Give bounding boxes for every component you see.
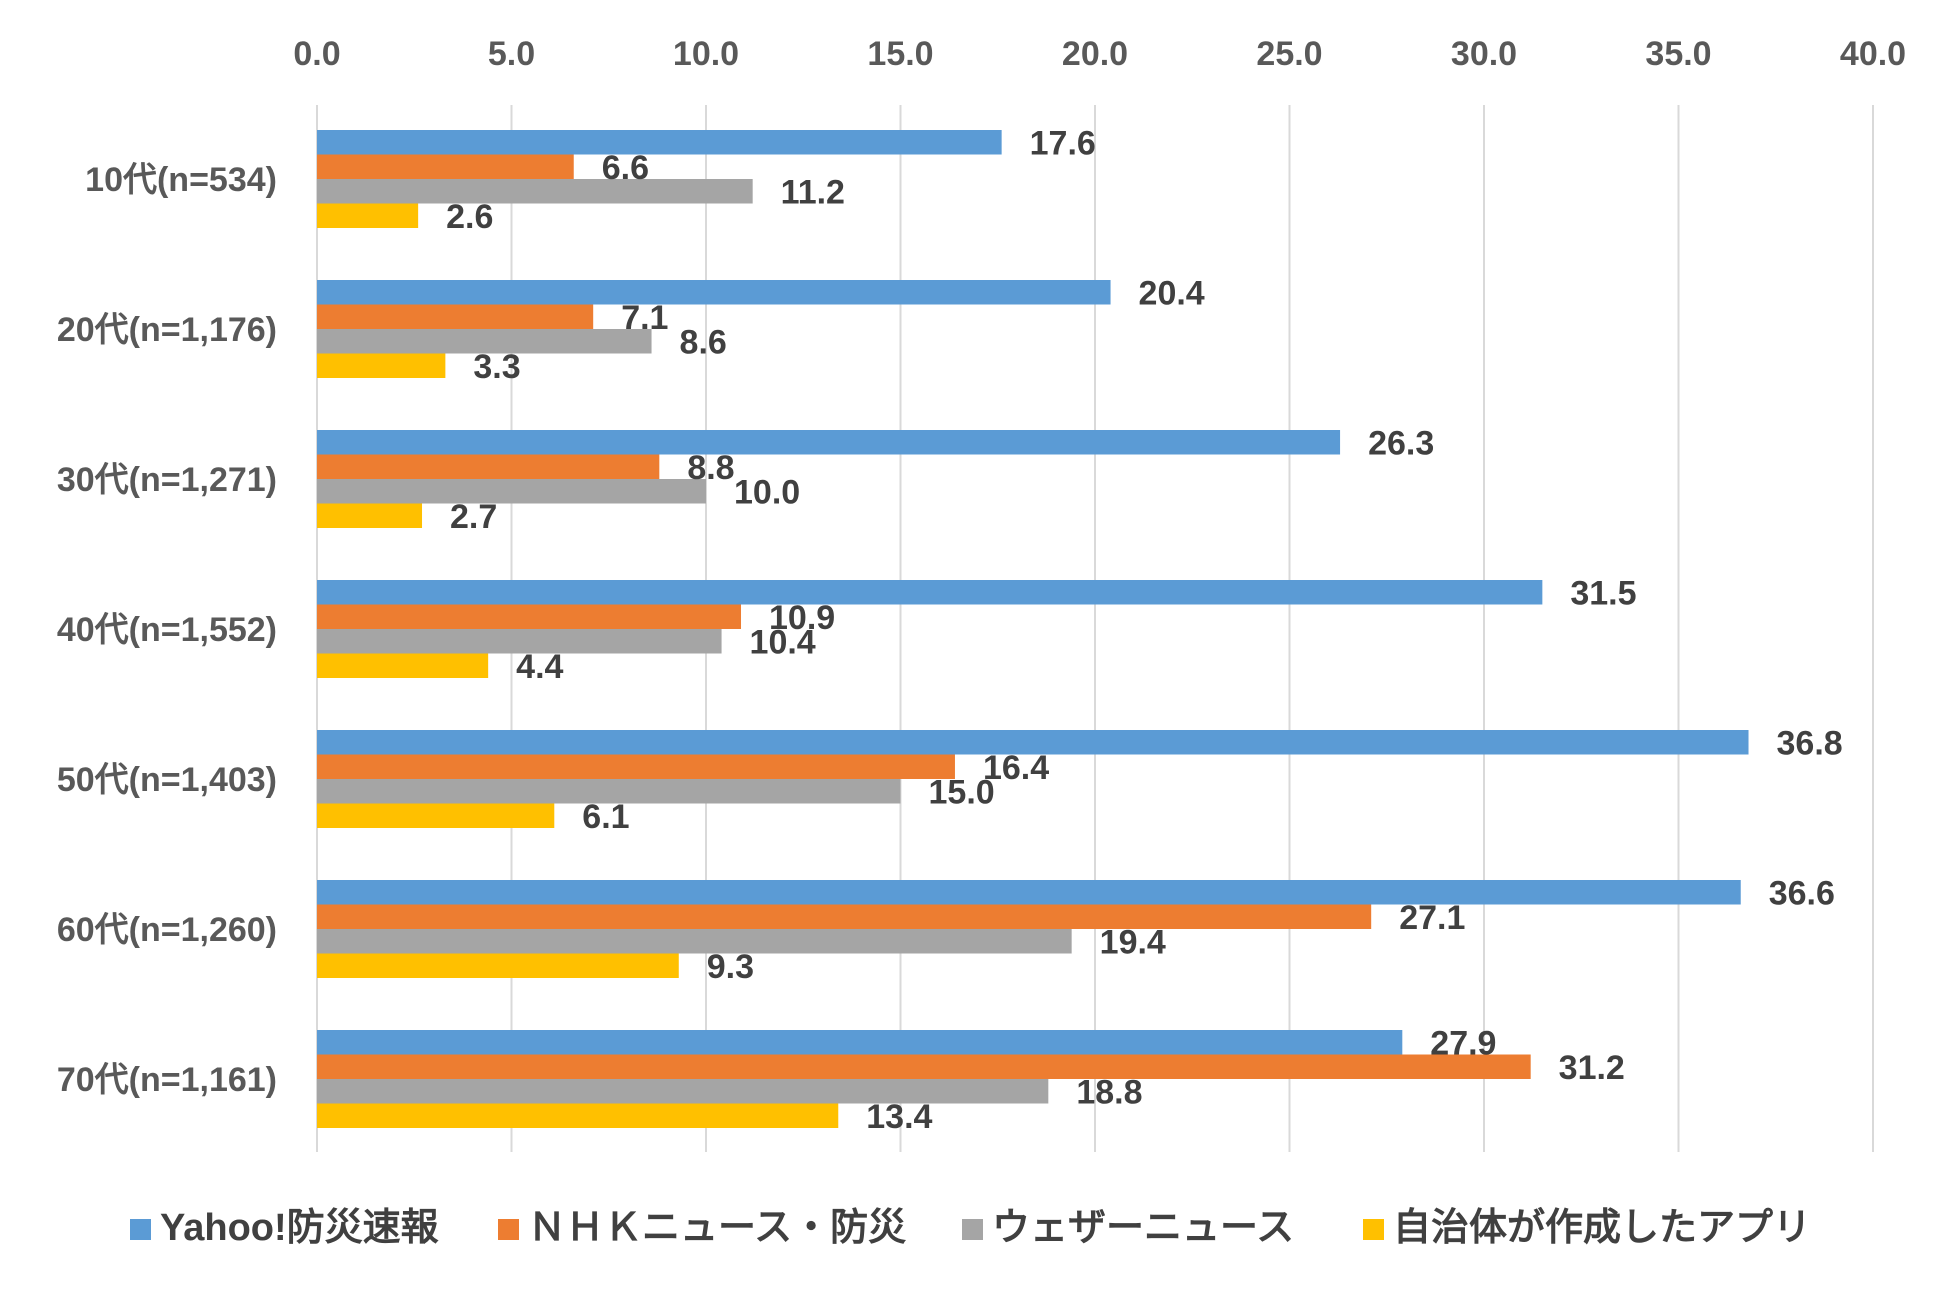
- bar: [317, 1103, 839, 1128]
- data-label: 36.8: [1777, 724, 1843, 762]
- category-label: 20代(n=1,176): [57, 311, 277, 349]
- data-label: 31.5: [1570, 574, 1636, 612]
- data-label: 20.4: [1139, 274, 1205, 312]
- data-label: 10.4: [750, 623, 816, 661]
- legend-label: 自治体が作成したアプリ: [1393, 1207, 1811, 1249]
- data-label: 16.4: [983, 749, 1049, 787]
- data-label: 7.1: [621, 299, 668, 337]
- data-label: 15.0: [929, 773, 995, 811]
- bar: [317, 754, 955, 779]
- data-label: 6.6: [602, 149, 649, 187]
- x-tick-label: 30.0: [1451, 35, 1517, 73]
- bar: [317, 1079, 1049, 1104]
- bar: [317, 154, 574, 179]
- bar: [317, 454, 660, 479]
- data-label: 27.1: [1399, 899, 1465, 937]
- data-label: 18.8: [1076, 1073, 1142, 1111]
- data-label: 36.6: [1769, 874, 1835, 912]
- data-label: 13.4: [866, 1098, 932, 1136]
- data-label: 2.7: [450, 498, 497, 536]
- category-label: 50代(n=1,403): [57, 761, 277, 799]
- bar: [317, 953, 679, 978]
- x-axis-ticks: 0.0 5.0 10.0 15.0 20.0 25.0 30.0 35.0 40.0: [293, 35, 1906, 73]
- data-label: 26.3: [1368, 424, 1434, 462]
- bar: [317, 430, 1341, 455]
- data-label: 6.1: [582, 798, 629, 836]
- data-label: 31.2: [1559, 1049, 1625, 1087]
- bar: [317, 280, 1111, 305]
- bar: [317, 179, 753, 204]
- bar: [317, 479, 706, 504]
- legend-swatch: [1363, 1219, 1384, 1240]
- x-tick-label: 10.0: [673, 35, 739, 73]
- x-tick-label: 5.0: [488, 35, 535, 73]
- bar: [317, 803, 555, 828]
- x-tick-label: 35.0: [1645, 35, 1711, 73]
- category-label: 70代(n=1,161): [57, 1061, 277, 1099]
- gridlines: [316, 105, 1874, 1152]
- bar: [317, 503, 423, 528]
- bar: [317, 730, 1749, 755]
- legend-swatch: [130, 1219, 151, 1240]
- data-label: 8.6: [680, 323, 727, 361]
- x-tick-label: 15.0: [867, 35, 933, 73]
- data-label: 8.8: [687, 449, 734, 487]
- bars: [317, 130, 1749, 1128]
- data-label: 19.4: [1100, 923, 1166, 961]
- bar: [317, 304, 594, 329]
- x-tick-label: 25.0: [1256, 35, 1322, 73]
- bar: [317, 904, 1372, 929]
- legend-label: ウェザーニュース: [992, 1207, 1294, 1249]
- bar: [317, 604, 742, 629]
- data-labels: 17.6 6.6 11.2 2.6 20.4 7.1 8.6 3.3 26.3 8.810.0 2.…: [446, 124, 1843, 1136]
- data-label: 11.2: [781, 173, 845, 211]
- bar: [317, 653, 489, 678]
- category-label: 30代(n=1,271): [57, 461, 277, 499]
- category-label: 60代(n=1,260): [57, 911, 277, 949]
- data-label: 3.3: [473, 348, 520, 386]
- legend: Yahoo!防災速報 ＮＨＫニュース・防災 ウェザーニュース 自治体が作成したアプリ: [130, 1207, 1811, 1249]
- legend-swatch: [962, 1219, 983, 1240]
- bar: [317, 880, 1741, 905]
- x-tick-label: 0.0: [293, 35, 340, 73]
- bar: [317, 779, 901, 804]
- bar: [317, 580, 1543, 605]
- bar: [317, 329, 652, 354]
- data-label: 10.0: [734, 473, 800, 511]
- bar: [317, 929, 1072, 954]
- data-label: 4.4: [516, 648, 563, 686]
- x-tick-label: 40.0: [1840, 35, 1906, 73]
- bar: [317, 629, 722, 654]
- legend-label: ＮＨＫニュース・防災: [528, 1207, 906, 1249]
- bar: [317, 353, 446, 378]
- x-tick-label: 20.0: [1062, 35, 1128, 73]
- category-label: 40代(n=1,552): [57, 611, 277, 649]
- data-label: 27.9: [1430, 1024, 1496, 1062]
- bar: [317, 1054, 1531, 1079]
- data-label: 9.3: [707, 948, 754, 986]
- data-label: 10.9: [769, 599, 835, 637]
- bar: [317, 1030, 1403, 1055]
- bar: [317, 130, 1002, 155]
- bar: [317, 203, 419, 228]
- category-label: 10代(n=534): [85, 161, 277, 199]
- category-labels: 10代(n=534) 20代(n=1,176) 30代(n=1,271) 40代(n=…: [57, 161, 277, 1099]
- legend-label: Yahoo!防災速報: [160, 1207, 439, 1249]
- data-label: 2.6: [446, 198, 493, 236]
- legend-swatch: [498, 1219, 519, 1240]
- data-label: 17.6: [1030, 124, 1096, 162]
